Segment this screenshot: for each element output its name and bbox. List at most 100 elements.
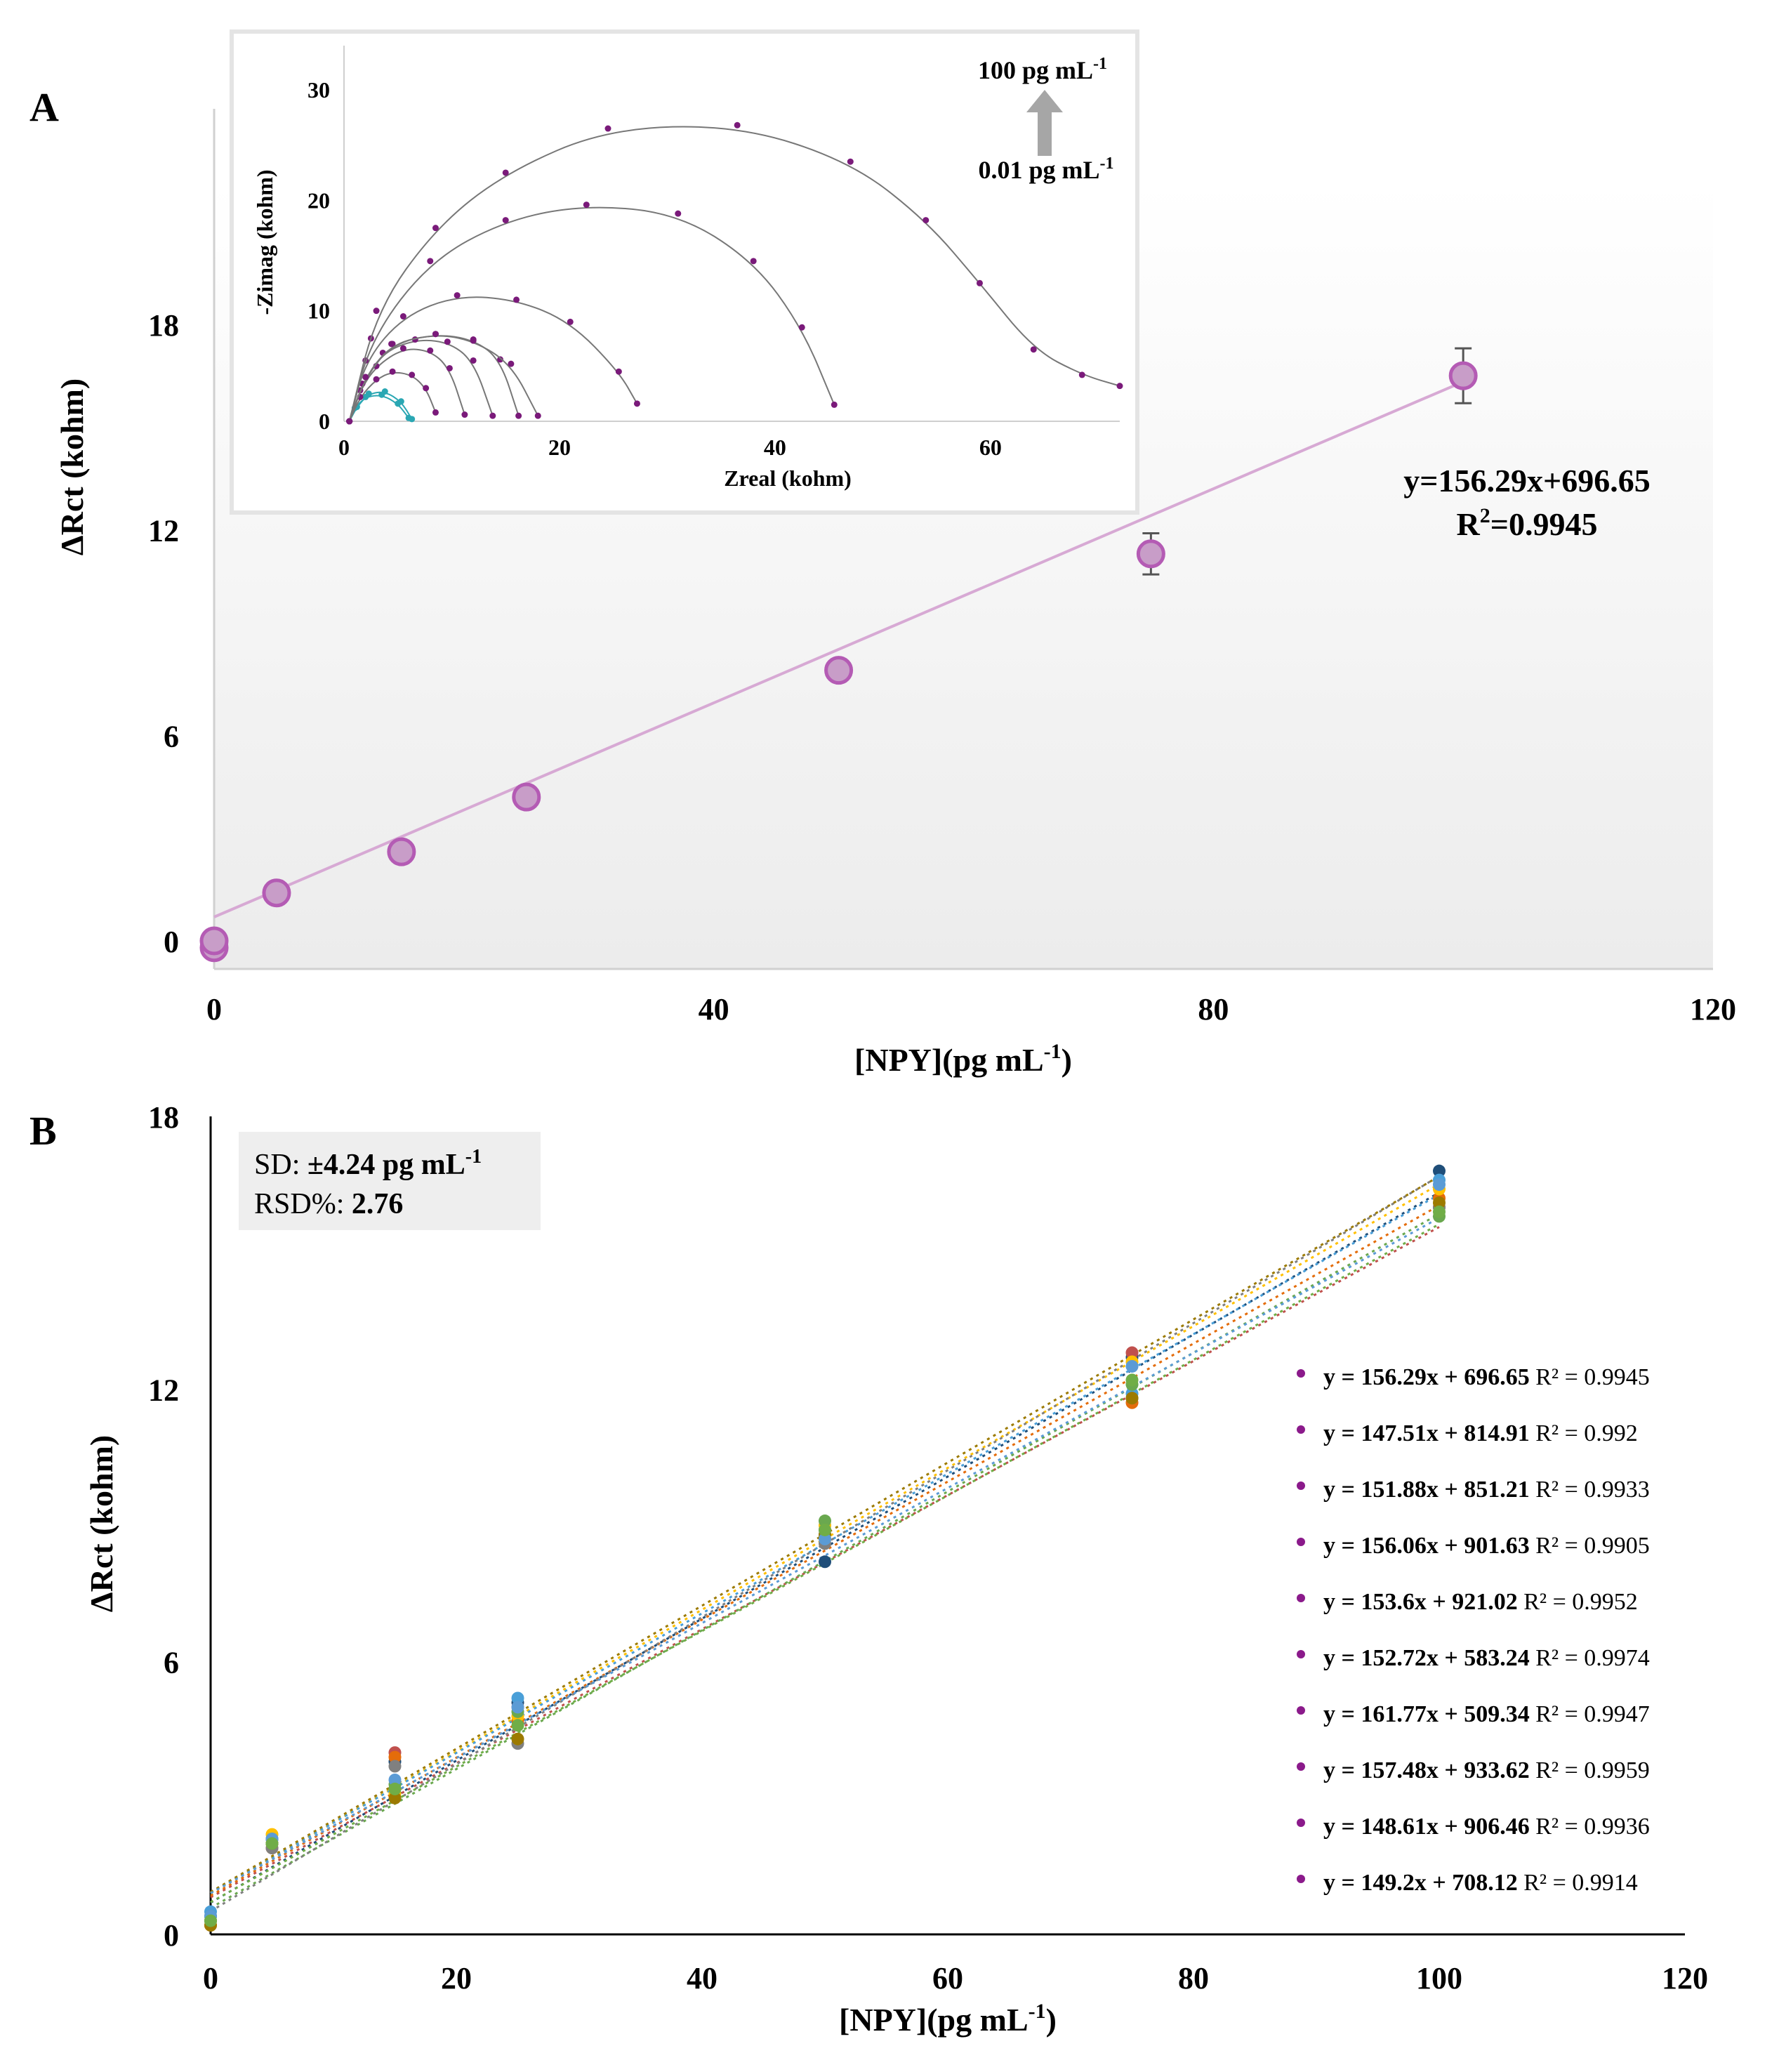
panel-b-data-point [819,1555,831,1569]
inset-y-tick-label: 0 [319,409,330,434]
inset-curve [348,126,1120,422]
legend-r2: R² = 0.9952 [1518,1589,1638,1615]
panel-a-data-point [262,878,291,908]
inset-y-ticks: 0 10 20 30 [307,77,330,434]
legend-equation: y = 148.61x + 906.46 [1323,1814,1530,1840]
inset-y-label: -Zimag (kohm) [252,169,277,315]
panel-b-data-point [1125,1392,1139,1405]
legend-marker [1297,1650,1305,1658]
inset-data-point [454,292,461,299]
inset-bottom-label: 0.01 pg mL-1 [978,154,1113,184]
panel-b-x-tick-label: 0 [203,1961,218,1995]
inset-data-point [750,258,757,265]
legend-marker [1297,1819,1305,1827]
inset-x-tick-label: 40 [764,435,786,460]
panel-b-y-tick-label: 18 [148,1100,179,1135]
panel-a-x-ticks: 0 40 80 120 [206,992,1736,1027]
legend-entry: y = 148.61x + 906.46 R² = 0.9936 [1323,1814,1650,1840]
inset-data-point [470,337,477,344]
inset-frame [230,29,1139,515]
panel-a-x-tick-label: 0 [206,992,222,1027]
inset-data-point [409,416,416,423]
panel-a-label: A [29,84,59,130]
inset-data-point [615,368,622,375]
panel-b-data-point [511,1732,524,1746]
inset-data-point [399,313,406,320]
legend-equation: y = 153.6x + 921.02 [1323,1589,1518,1615]
legend-entry: y = 151.88x + 851.21 R² = 0.9933 [1323,1477,1650,1503]
inset-data-point [373,376,380,383]
legend-r2: R² = 0.992 [1530,1420,1638,1446]
stats-rsd: RSD%: 2.76 [254,1188,403,1220]
inset-data-point [389,368,396,375]
panel-a-data-point [1448,361,1478,390]
panel-a-y-tick-label: 12 [148,514,179,548]
legend-equation: y = 157.48x + 933.62 [1323,1757,1530,1783]
panel-b-y-tick-label: 6 [164,1646,179,1680]
legend-marker [1297,1706,1305,1715]
panel-b-data-point [388,1750,402,1764]
inset-data-point [502,217,509,224]
legend-r2: R² = 0.9947 [1530,1701,1650,1727]
legend-entry: y = 149.2x + 708.12 R² = 0.9914 [1323,1870,1638,1896]
inset-data-point [427,347,434,354]
panel-b-data-point [265,1837,279,1850]
legend-marker [1297,1875,1305,1883]
legend-marker [1297,1482,1305,1490]
panel-b-x-tick-label: 100 [1416,1961,1462,1995]
inset-data-point [734,121,741,128]
inset-x-tick-label: 20 [548,435,571,460]
inset-data-point [423,385,430,392]
panel-a-data-point [512,782,541,812]
panel-b-x-ticks: 0 20 40 60 80 100 120 [203,1961,1708,1995]
panel-a-inset: 0 10 20 30 0 20 40 60 -Zimag (kohm) Zreal (koh… [230,29,1139,515]
panel-b-fit-line [210,1226,1440,1899]
inset-data-point [1116,383,1123,390]
panel-b-x-label: [NPY](pg mL-1) [839,2000,1057,2038]
inset-data-point [567,318,574,325]
legend-equation: y = 156.06x + 901.63 [1323,1533,1530,1559]
inset-data-point [432,409,439,416]
panel-a-x-label: [NPY](pg mL-1) [854,1040,1072,1078]
inset-data-point [675,210,682,217]
legend-r2: R² = 0.9914 [1518,1870,1638,1896]
legend-r2: R² = 0.9974 [1530,1645,1650,1671]
panel-b-data-point [819,1515,831,1528]
inset-data-point [604,125,611,132]
panel-b-data-point [388,1773,402,1786]
stats-box-bg [239,1132,541,1230]
legend-equation: y = 161.77x + 509.34 [1323,1701,1530,1727]
inset-data-point [922,217,930,224]
panel-b-fit-line [210,1223,1440,1903]
inset-data-point [798,324,805,331]
panel-b-data-point [1433,1205,1446,1218]
panel-b-data-point [511,1719,524,1732]
inset-data-point [444,338,451,345]
inset-x-tick-label: 0 [338,435,350,460]
inset-y-tick-label: 30 [307,77,330,103]
inset-data-point [497,356,504,363]
inset-arrow-icon [1026,90,1063,156]
stats-sd: SD: ±4.24 pg mL-1 [254,1146,482,1181]
inset-curve [348,206,835,422]
inset-data-point [365,390,372,397]
panel-a-fit-line [213,380,1464,918]
inset-data-point [831,401,838,408]
panel-b-stats-box: SD: ±4.24 pg mL-1 RSD%: 2.76 [239,1132,541,1230]
legend-entry: y = 153.6x + 921.02 R² = 0.9952 [1323,1589,1638,1615]
inset-x-tick-label: 60 [979,435,1002,460]
inset-data-point [508,360,515,367]
panel-a-y-ticks: 0 6 12 18 [148,308,179,959]
legend-entry: y = 157.48x + 933.62 R² = 0.9959 [1323,1757,1650,1783]
panel-b-data-point [1433,1196,1446,1209]
legend-r2: R² = 0.9959 [1530,1757,1650,1783]
legend-equation: y = 156.29x + 696.65 [1323,1364,1530,1390]
inset-data-point [346,418,353,425]
inset-y-tick-label: 10 [307,298,330,324]
inset-data-point [362,374,369,381]
legend-marker [1297,1762,1305,1771]
panel-b-x-tick-label: 60 [932,1961,963,1995]
inset-data-point [1078,371,1085,378]
inset-y-tick-label: 20 [307,187,330,213]
